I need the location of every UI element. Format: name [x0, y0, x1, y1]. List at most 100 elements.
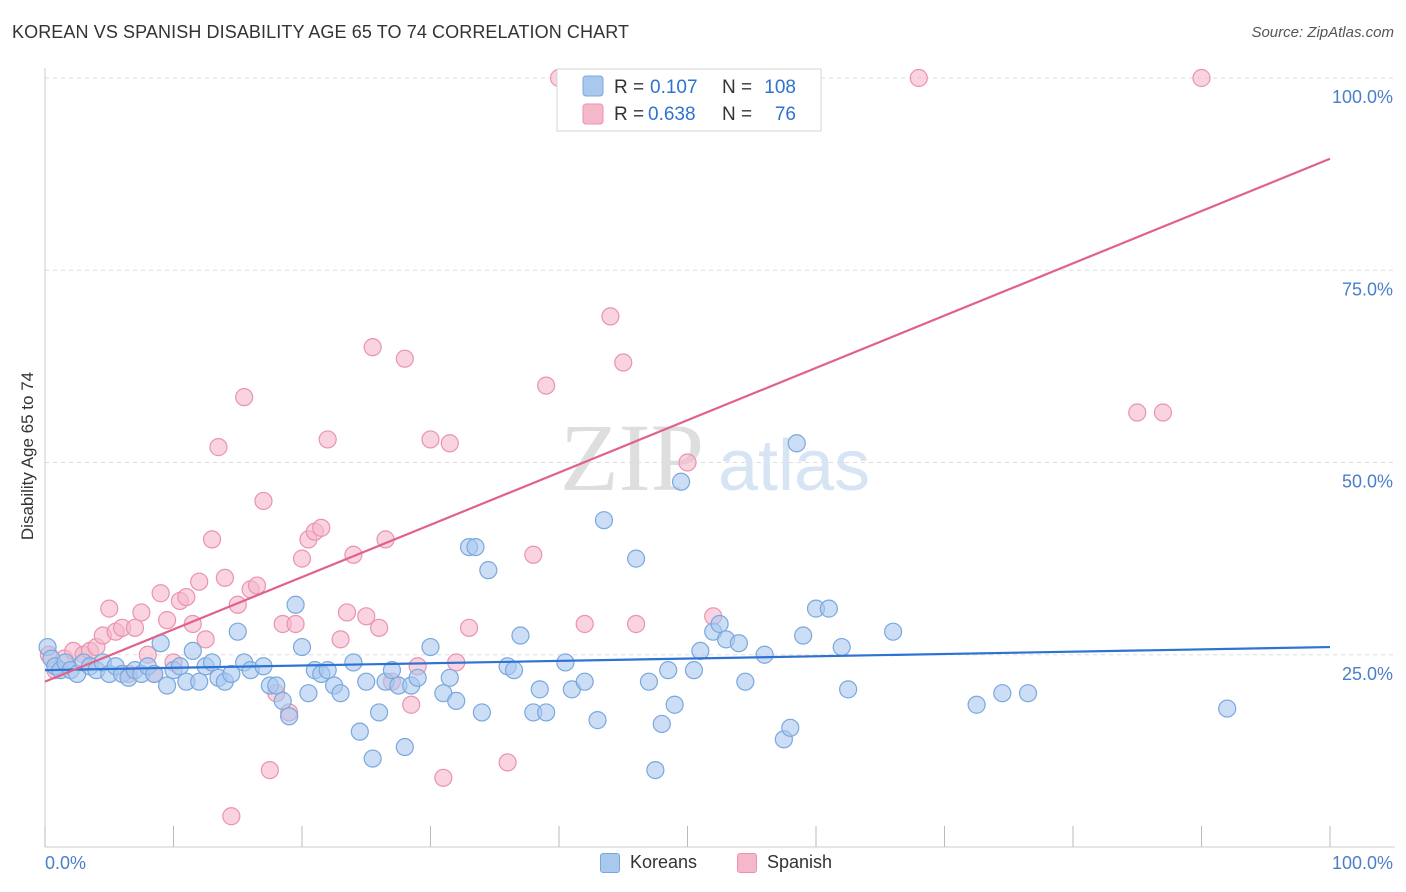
spanish-point [209, 438, 228, 457]
spanish-point [202, 530, 222, 549]
spanish-point [909, 68, 928, 88]
spanish-point [440, 434, 459, 453]
koreans-points [38, 434, 1237, 780]
y-tick-label: 25.0% [1342, 664, 1393, 684]
tick-labels: 25.0% 50.0% 75.0% 100.0% 0.0% 100.0% [45, 87, 1393, 873]
korean-point [190, 672, 209, 691]
spanish-point [177, 587, 196, 607]
korean-point [395, 737, 414, 757]
x-tick-label: 100.0% [1332, 853, 1393, 873]
korean-point [588, 711, 607, 730]
koreans-n-value: 108 [764, 77, 796, 98]
korean-point [273, 691, 292, 710]
spanish-point [498, 753, 517, 772]
korean-point [556, 653, 575, 672]
y-tick-label: 50.0% [1342, 472, 1393, 492]
spanish-point [402, 695, 421, 714]
korean-point [781, 718, 800, 737]
korean-point [639, 672, 659, 691]
korean-point [447, 691, 466, 710]
korean-point [228, 622, 247, 641]
legend-item-spanish: Spanish [737, 852, 832, 873]
korean-point [479, 561, 498, 580]
spanish-point [254, 491, 273, 511]
korean-point [170, 657, 190, 676]
y-tick-label: 75.0% [1342, 279, 1393, 299]
korean-point [755, 645, 774, 664]
korean-point [286, 595, 305, 614]
korean-point [344, 653, 363, 672]
spanish-trend-line [44, 157, 1331, 683]
korean-point [408, 668, 427, 687]
trend-lines [44, 157, 1331, 683]
korean-point [530, 680, 549, 699]
spanish-point [157, 611, 177, 630]
korean-point [652, 714, 671, 734]
x-tick-label: 0.0% [45, 853, 86, 873]
spanish-point [524, 545, 543, 564]
spanish-point [1192, 68, 1211, 88]
koreans-trend-line [44, 645, 1331, 672]
spanish-point [421, 430, 440, 449]
spanish-point [1128, 403, 1147, 422]
spanish-r-value: 0.638 [648, 104, 696, 125]
korean-point [993, 684, 1012, 703]
korean-point [1018, 684, 1038, 703]
spanish-point [614, 353, 633, 372]
korean-point [472, 703, 491, 722]
spanish-point [100, 599, 119, 618]
spanish-n-label: N = [722, 104, 752, 125]
korean-point [299, 684, 318, 703]
korean-point [967, 695, 986, 714]
korean-point [671, 472, 691, 491]
korean-point [883, 622, 903, 641]
korean-point [292, 637, 312, 657]
korean-point [736, 672, 755, 691]
spanish-point [190, 572, 209, 591]
axes [44, 68, 1395, 848]
korean-point [183, 641, 202, 661]
korean-point [710, 614, 729, 634]
korean-point [626, 549, 646, 568]
korean-point [839, 680, 858, 699]
korean-point [222, 664, 241, 684]
spanish-point [575, 614, 594, 634]
korean-point [202, 653, 222, 672]
spanish-point [260, 760, 279, 780]
spanish-point [434, 768, 453, 787]
spanish-point [678, 453, 697, 472]
spanish-point [357, 607, 376, 626]
korean-point [832, 637, 851, 657]
spanish-point [215, 568, 234, 587]
legend-label-spanish: Spanish [767, 852, 833, 872]
koreans-swatch [600, 852, 620, 873]
korean-point [280, 707, 299, 726]
spanish-point [1153, 403, 1173, 422]
spanish-point [312, 518, 331, 537]
spanish-point [370, 618, 389, 637]
y-tick-label: 100.0% [1332, 87, 1393, 107]
spanish-point [337, 603, 357, 622]
spanish-point [626, 614, 646, 634]
spanish-point [132, 603, 151, 622]
spanish-point [222, 807, 241, 826]
spanish-point [286, 614, 305, 634]
korean-point [511, 626, 530, 645]
koreans-r-value: 0.107 [650, 77, 698, 98]
stats-legend: R = 0.107 N = 108 R = 0.638 N = 76 [556, 68, 822, 132]
korean-point [594, 511, 614, 530]
spanish-point [537, 376, 556, 395]
spanish-point [247, 576, 267, 595]
koreans-legend-swatch [582, 75, 604, 97]
korean-point [157, 676, 177, 695]
korean-point [421, 637, 440, 657]
spanish-point [395, 349, 414, 368]
spanish-point [318, 430, 337, 449]
gridlines [45, 77, 1395, 656]
korean-point [691, 641, 710, 661]
korean-point [267, 676, 286, 695]
korean-point [350, 722, 369, 741]
spanish-n-value: 76 [775, 104, 796, 125]
watermark: ZIP atlas [560, 404, 870, 511]
spanish-point [459, 618, 479, 637]
